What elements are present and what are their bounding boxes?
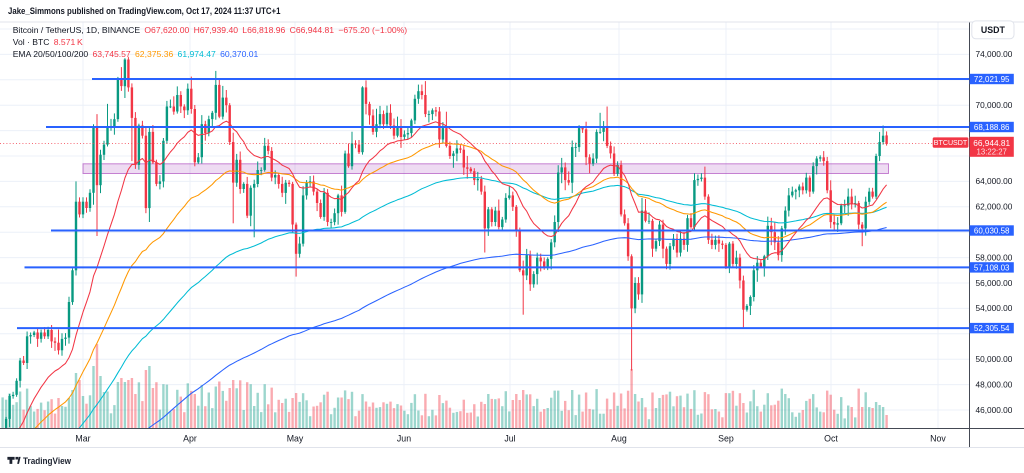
svg-text:Nov: Nov xyxy=(930,434,946,444)
svg-text:58,000.00: 58,000.00 xyxy=(976,252,1013,262)
svg-text:68,188.86: 68,188.86 xyxy=(974,123,1010,132)
svg-text:50,000.00: 50,000.00 xyxy=(976,354,1013,364)
svg-text:64,000.00: 64,000.00 xyxy=(976,176,1013,186)
svg-text:62,000.00: 62,000.00 xyxy=(976,202,1013,212)
svg-text:72,021.95: 72,021.95 xyxy=(974,75,1010,84)
svg-text:46,000.00: 46,000.00 xyxy=(976,405,1013,415)
svg-text:54,000.00: 54,000.00 xyxy=(976,303,1013,313)
svg-text:52,305.54: 52,305.54 xyxy=(974,324,1010,333)
svg-text:56,000.00: 56,000.00 xyxy=(976,278,1013,288)
svg-text:Aug: Aug xyxy=(611,434,627,444)
svg-text:Apr: Apr xyxy=(183,434,197,444)
svg-text:60,030.58: 60,030.58 xyxy=(974,226,1010,235)
svg-text:66,944.81: 66,944.81 xyxy=(973,138,1010,148)
svg-text:Sep: Sep xyxy=(718,434,734,444)
svg-text:BTCUSDT: BTCUSDT xyxy=(934,139,968,147)
svg-text:May: May xyxy=(287,434,304,444)
svg-text:70,000.00: 70,000.00 xyxy=(976,100,1013,110)
svg-text:13:22:27: 13:22:27 xyxy=(977,147,1007,156)
svg-text:Mar: Mar xyxy=(75,434,90,444)
svg-text:Jun: Jun xyxy=(397,434,411,444)
svg-text:48,000.00: 48,000.00 xyxy=(976,379,1013,389)
svg-text:Jul: Jul xyxy=(504,434,515,444)
svg-text:57,108.03: 57,108.03 xyxy=(974,263,1010,272)
svg-text:Oct: Oct xyxy=(824,434,838,444)
svg-text:74,000.00: 74,000.00 xyxy=(976,49,1013,59)
svg-text:USDT: USDT xyxy=(981,25,1006,35)
